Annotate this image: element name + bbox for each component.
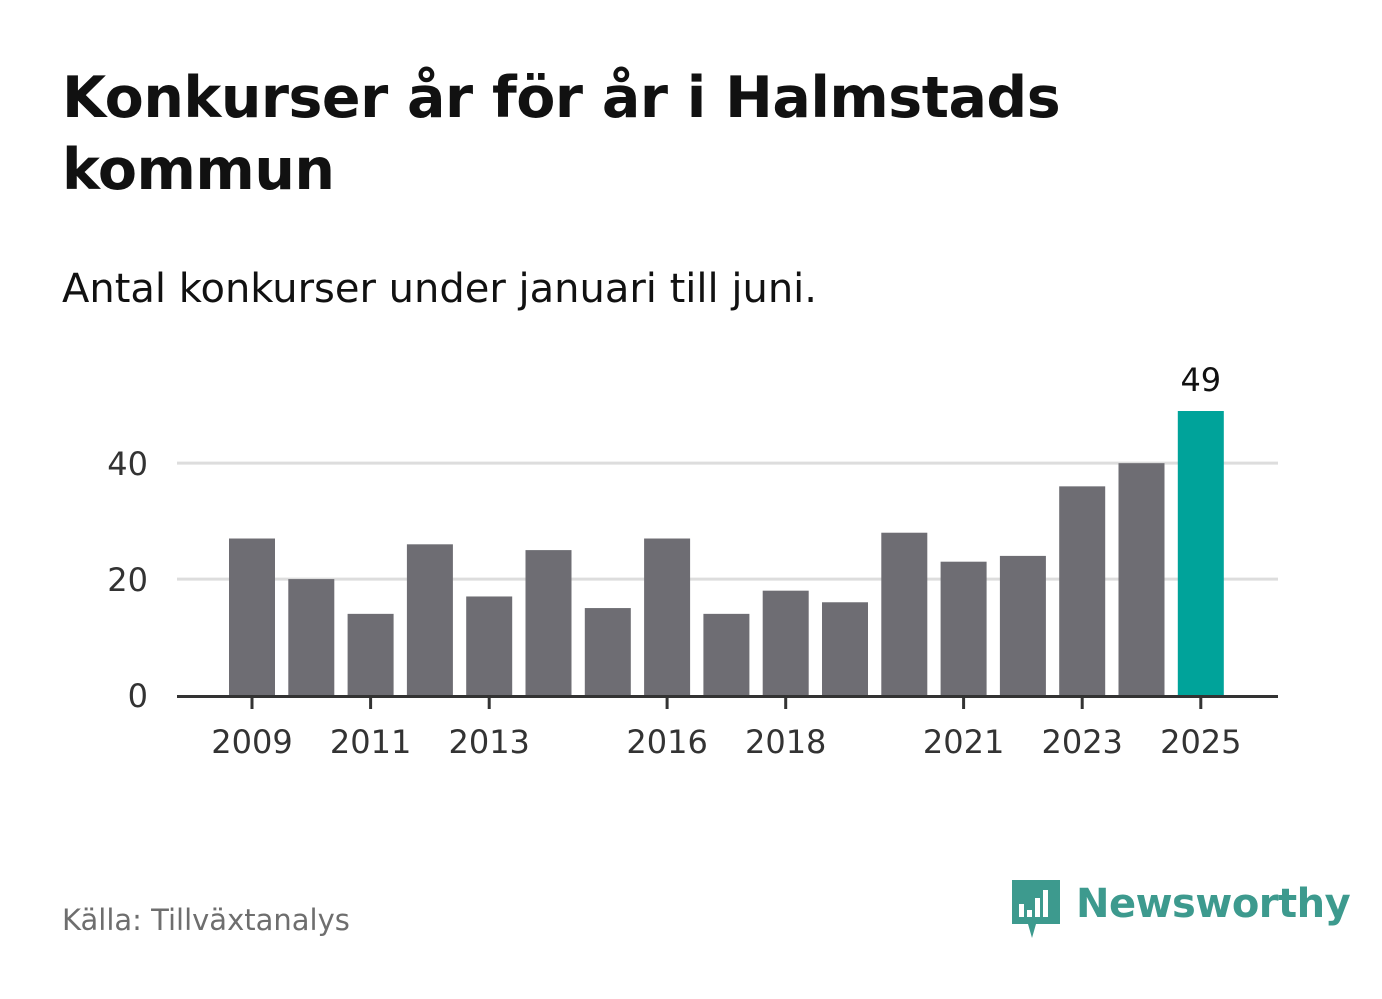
bars xyxy=(229,411,1224,695)
bar-2013 xyxy=(466,596,513,695)
bar-2021 xyxy=(940,561,987,695)
bar-2015 xyxy=(584,608,631,695)
bar-2022 xyxy=(999,555,1046,695)
x-tick-label: 2025 xyxy=(1160,723,1241,761)
source-note: Källa: Tillväxtanalys xyxy=(62,903,350,937)
y-tick-label: 0 xyxy=(128,677,148,715)
x-tick-label: 2023 xyxy=(1041,723,1122,761)
highlight-value-label: 49 xyxy=(1180,361,1221,399)
newsworthy-logo: Newsworthy xyxy=(1010,880,1351,940)
y-tick-label: 40 xyxy=(107,445,148,483)
bar-2009 xyxy=(229,538,275,695)
x-tick-label: 2016 xyxy=(626,723,707,761)
axes xyxy=(177,695,1278,709)
newsworthy-logo-icon xyxy=(1012,880,1060,938)
bar-2025 xyxy=(1177,411,1224,695)
chart-subtitle: Antal konkurser under januari till juni. xyxy=(62,266,817,312)
y-tick-label: 20 xyxy=(107,561,148,599)
bar-2010 xyxy=(288,579,335,695)
bar-chart: 0 20 40 2009 2011 2013 2016 2018 2021 2023 2025 49 xyxy=(107,361,1278,761)
bar-2020 xyxy=(881,532,928,695)
x-tick-label: 2011 xyxy=(330,723,411,761)
chart-title: Konkurser år för år i Halmstads kommun xyxy=(62,65,1061,203)
bar-2017 xyxy=(703,613,750,695)
newsworthy-logo-text: Newsworthy xyxy=(1076,881,1351,927)
bar-2018 xyxy=(762,590,809,695)
bar-2019 xyxy=(822,602,868,695)
x-tick-label: 2009 xyxy=(211,723,292,761)
bar-2016 xyxy=(644,538,691,695)
bar-2012 xyxy=(406,544,453,695)
x-tick-label: 2013 xyxy=(448,723,529,761)
labels: 0 20 40 2009 2011 2013 2016 2018 2021 2023 2025 49 xyxy=(107,361,1241,761)
x-tick-label: 2018 xyxy=(745,723,826,761)
bar-2014 xyxy=(525,550,572,695)
bar-2011 xyxy=(347,613,394,695)
x-tick-label: 2021 xyxy=(923,723,1004,761)
gridlines xyxy=(177,461,1278,581)
bar-2024 xyxy=(1118,463,1165,695)
bar-2023 xyxy=(1059,486,1106,695)
